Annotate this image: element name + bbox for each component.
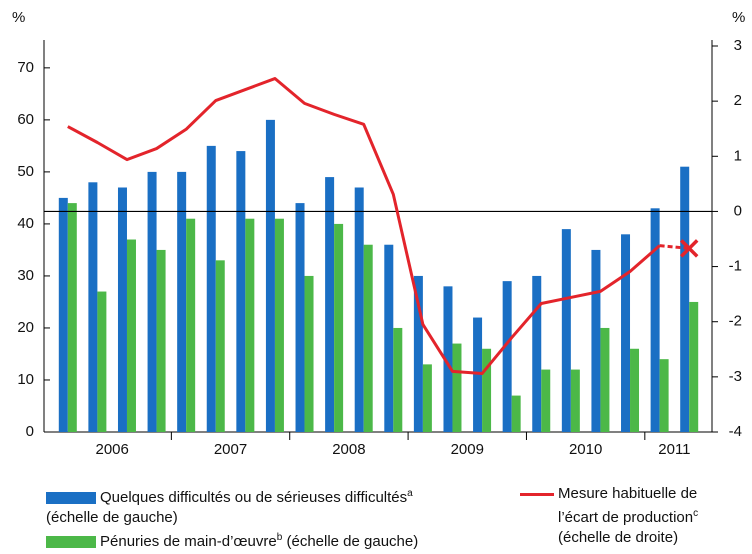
legend-item: Quelques difficultés ou de sérieuses dif… [46, 484, 413, 528]
y-unit: % [12, 9, 25, 26]
y2-tick-label: -3 [729, 368, 742, 385]
bar [245, 218, 255, 432]
y-tick-label: 30 [17, 267, 34, 284]
legend-swatch [46, 536, 96, 549]
y2-tick-label: -4 [729, 423, 742, 440]
legend-scale: (échelle de gauche) [46, 509, 178, 526]
legend-swatch [520, 493, 554, 496]
estimate-line [659, 244, 690, 250]
legend-scale: (échelle de gauche) [286, 533, 419, 550]
bar [482, 348, 492, 432]
bar [532, 275, 542, 432]
legend-item: Mesure habituelle de l’écart de producti… [520, 484, 745, 548]
bar [473, 317, 483, 432]
y2-unit: % [732, 9, 745, 26]
bar [600, 327, 610, 432]
bar [621, 234, 631, 432]
bar [334, 223, 344, 432]
legend-note: b [276, 532, 283, 543]
bar [177, 171, 187, 432]
y2-tick-label: 1 [734, 147, 742, 164]
legend-scale: (échelle de droite) [558, 529, 679, 546]
bar [126, 239, 136, 432]
y2-tick-label: 0 [734, 202, 742, 219]
bar [591, 249, 601, 432]
bar [511, 395, 521, 432]
y-tick-label: 60 [17, 111, 34, 128]
bar [58, 197, 68, 432]
bar [274, 218, 284, 432]
bar [630, 348, 640, 432]
bar [680, 166, 690, 432]
legend-label: Mesure habituelle de l’écart de producti… [558, 485, 698, 526]
y-tick-label: 20 [17, 319, 34, 336]
x-tick-label: 2007 [214, 441, 247, 458]
bar [443, 286, 453, 432]
bar [354, 187, 364, 432]
y-tick-label: 70 [17, 59, 34, 76]
bar [97, 291, 107, 432]
chart: % % 0 10 20 30 40 50 60 70 -4 -3 -2 -1 0 1 2 3 2006 2007 2… [12, 9, 745, 458]
bar [156, 249, 166, 432]
y2-tick-label: -1 [729, 258, 742, 275]
legend-note: a [407, 488, 413, 499]
bar [452, 343, 462, 432]
bar [206, 145, 216, 432]
bar [413, 275, 423, 432]
bar [384, 244, 394, 432]
bar [215, 260, 225, 432]
bar [67, 203, 77, 432]
estimate-marker [679, 239, 699, 258]
bar [236, 151, 246, 432]
legend-note: c [693, 508, 699, 519]
bar [325, 177, 335, 432]
x-tick-label: 2006 [95, 441, 128, 458]
y-tick-label: 50 [17, 163, 34, 180]
y-tick-label: 0 [26, 423, 34, 440]
bar [561, 229, 571, 432]
bar [422, 364, 432, 432]
bar [117, 187, 127, 432]
legend-item: Pénuries de main-d’œuvreb (échelle de ga… [46, 528, 418, 552]
line [67, 77, 661, 376]
y2-tick-label: 2 [734, 92, 742, 109]
bar [502, 281, 512, 432]
bar [186, 218, 196, 432]
bar [265, 119, 275, 433]
x-tick-label: 2009 [451, 441, 484, 458]
legend-swatch [46, 492, 96, 505]
x-tick-label: 2010 [569, 441, 602, 458]
bar [88, 182, 98, 432]
y-tick-label: 10 [17, 371, 34, 388]
bar [570, 369, 580, 432]
bar [295, 203, 305, 432]
bar [689, 301, 699, 432]
bar [147, 171, 157, 432]
bar [541, 369, 551, 432]
y2-tick-label: 3 [734, 37, 742, 54]
x-tick-label: 2011 [658, 441, 690, 458]
legend-label: Quelques difficultés ou de sérieuses dif… [100, 489, 408, 506]
y-tick-label: 40 [17, 215, 34, 232]
bar [659, 359, 669, 432]
bar [363, 244, 373, 432]
y2-tick-label: -2 [729, 313, 742, 330]
bar [650, 208, 660, 432]
legend-label: Pénuries de main-d’œuvre [100, 533, 277, 550]
bar [393, 327, 403, 432]
bar [304, 275, 314, 432]
x-tick-label: 2008 [332, 441, 365, 458]
